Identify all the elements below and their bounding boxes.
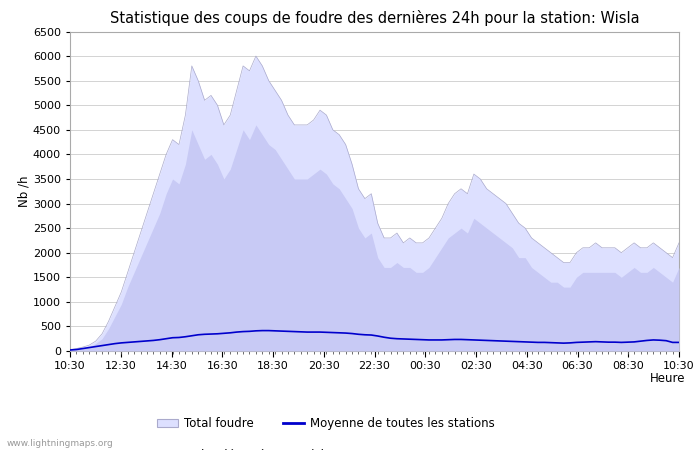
Text: www.lightningmaps.org: www.lightningmaps.org [7,439,113,448]
Y-axis label: Nb /h: Nb /h [17,176,30,207]
Title: Statistique des coups de foudre des dernières 24h pour la station: Wisla: Statistique des coups de foudre des dern… [110,10,639,26]
Text: Heure: Heure [650,372,685,385]
Legend: Foudre détectée par Wisla: Foudre détectée par Wisla [145,444,337,450]
